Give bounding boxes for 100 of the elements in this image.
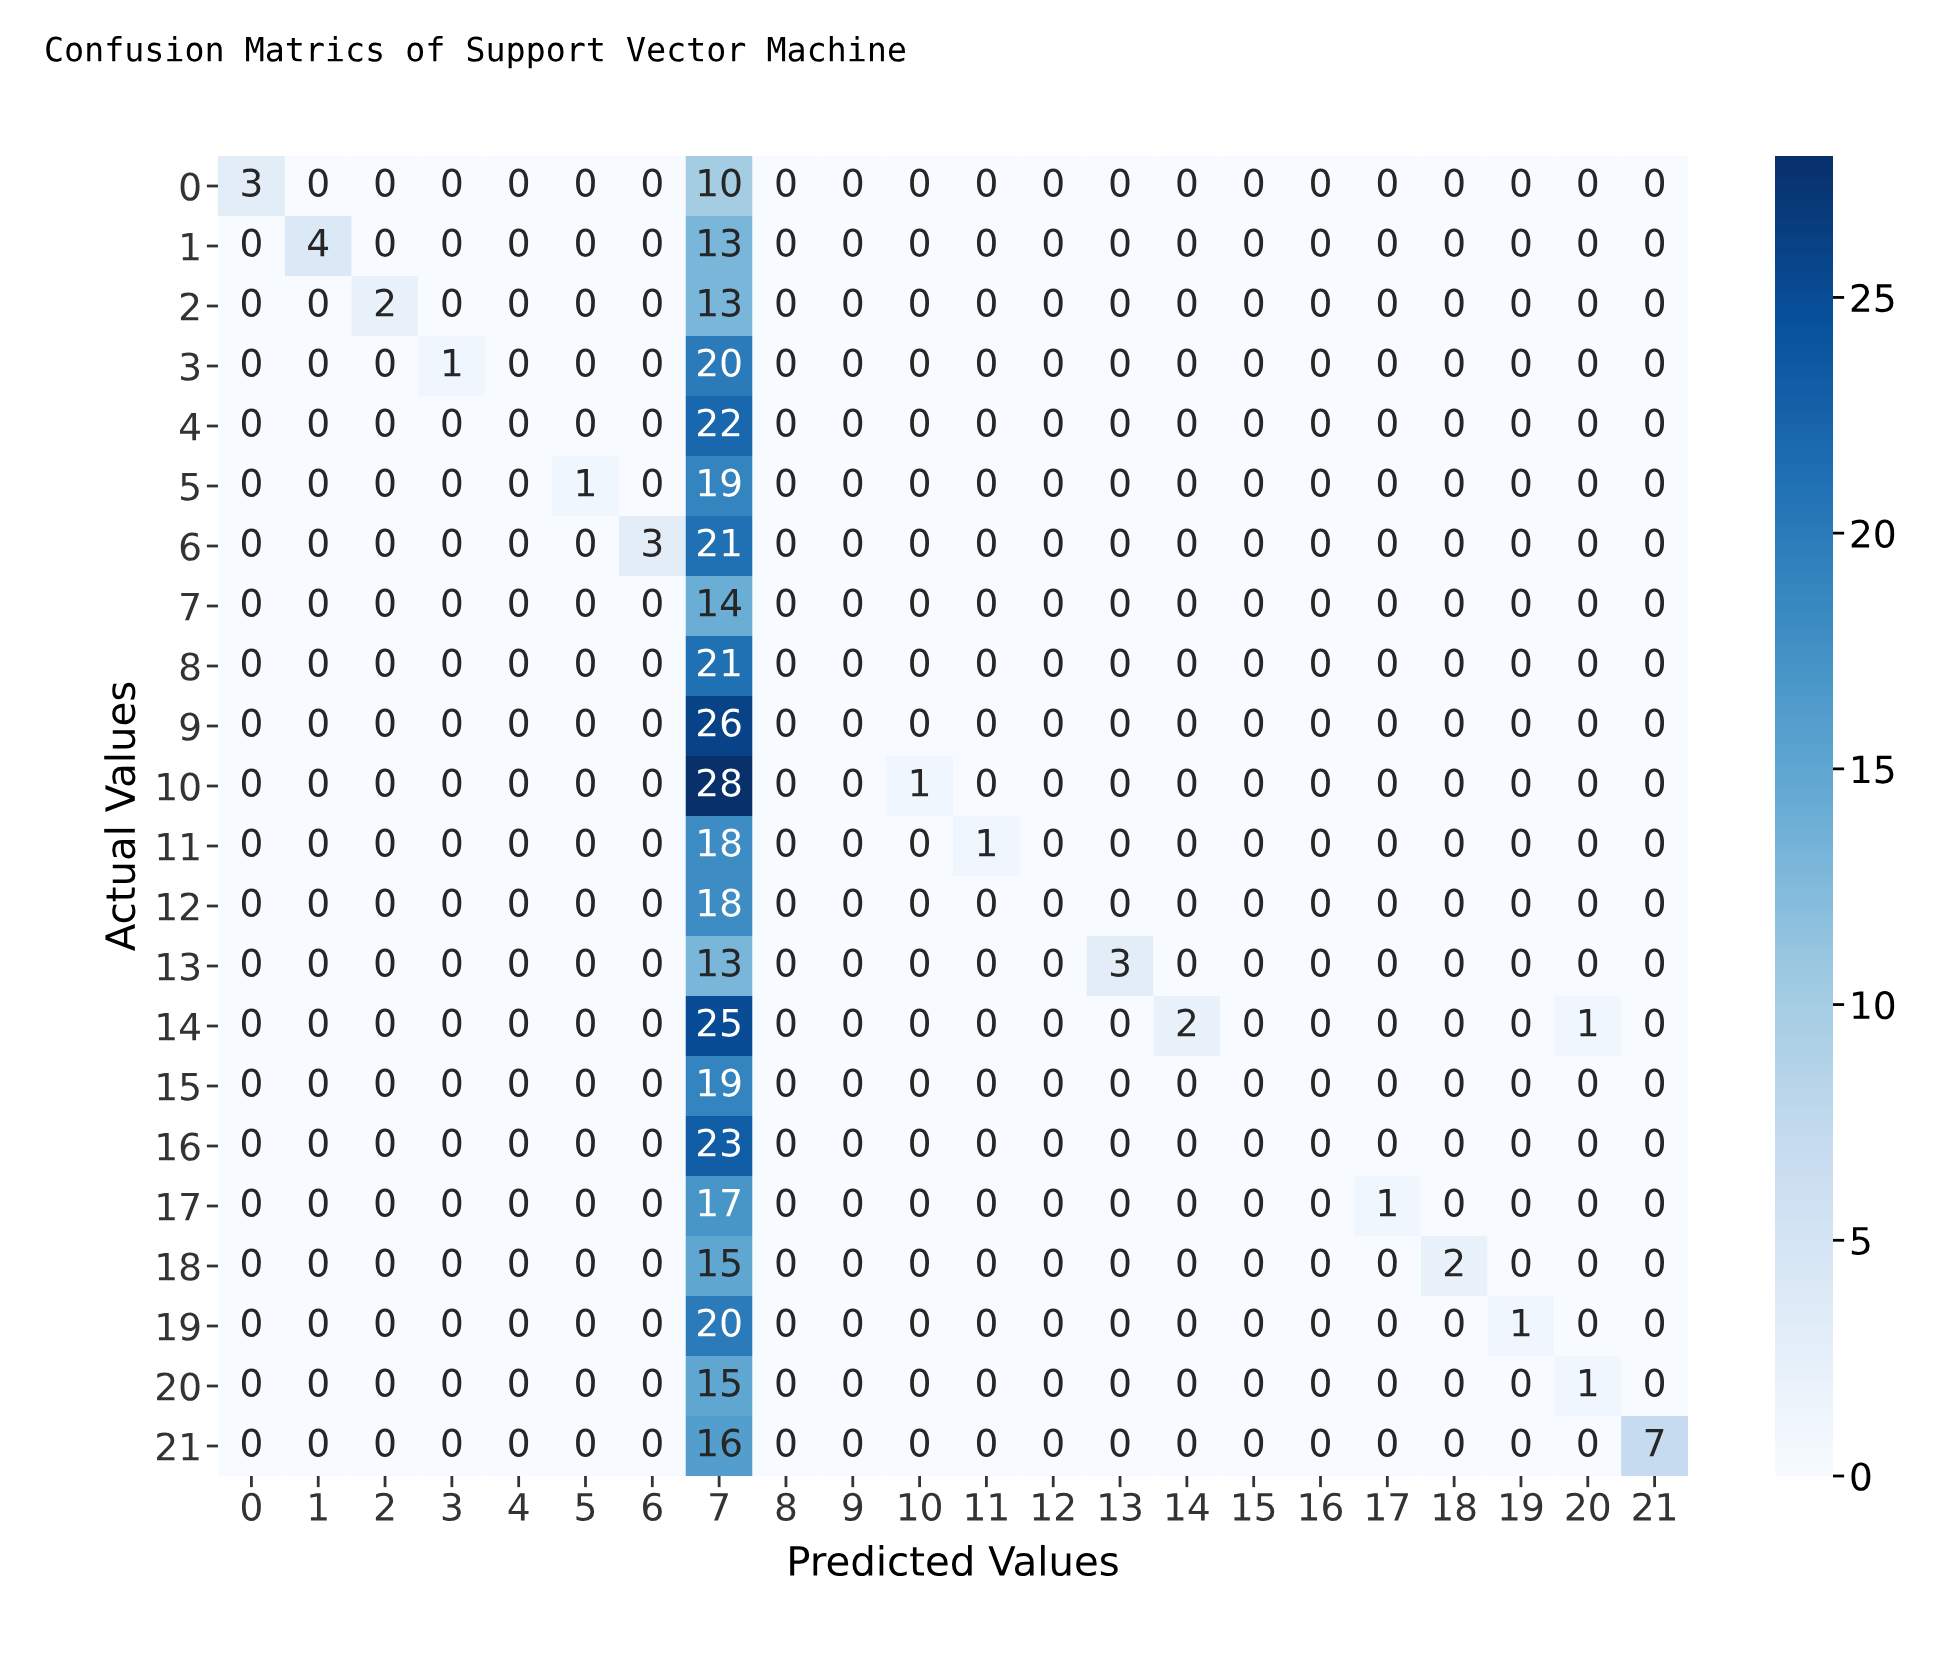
data-label: 0 [1511,708,1531,737]
data-label: 0 [308,528,328,557]
data-label: 0 [1511,828,1531,857]
data-label: 0 [910,1368,930,1397]
data-label: 0 [843,948,863,977]
y-tick-label: 8 [180,652,200,681]
data-label: 0 [1244,288,1264,317]
data-label: 0 [1511,888,1531,917]
data-label: 0 [576,228,595,257]
data-label: 0 [509,408,529,437]
y-tick-label: 6 [180,532,200,561]
data-label: 0 [976,588,996,617]
data-label: 0 [843,888,863,917]
data-label: 0 [1043,1068,1063,1097]
color-bar-label: 25 [1851,283,1894,313]
data-label: 0 [976,888,996,917]
data-label: 0 [442,1008,462,1037]
data-label: 0 [509,768,529,797]
data-label: 3 [1110,948,1129,977]
data-label: 0 [241,1428,261,1457]
data-label: 0 [776,1308,796,1337]
x-tick-label: 15 [1233,1493,1275,1521]
data-label: 0 [776,1368,796,1397]
data-label: 0 [1511,408,1531,437]
data-label: 0 [1578,828,1598,857]
data-label: 0 [1110,828,1130,857]
data-label: 0 [442,768,462,797]
data-label: 0 [576,948,595,977]
x-tick-label: 7 [710,1493,728,1521]
data-label: 0 [1043,348,1063,377]
data-label: 0 [576,708,595,737]
data-label: 0 [1177,408,1197,437]
data-label: 0 [241,768,261,797]
data-label: 0 [910,348,930,377]
data-label: 0 [442,1368,462,1397]
data-label: 0 [1578,648,1598,677]
data-label: 0 [576,528,595,557]
data-label: 0 [1311,948,1330,977]
data-label: 0 [1645,648,1665,677]
data-label: 0 [642,1248,662,1277]
y-tick-label: 16 [158,1132,200,1161]
data-label: 0 [442,228,462,257]
data-label: 0 [576,1188,595,1217]
y-tick-label: 13 [158,952,200,981]
data-label: 0 [1645,708,1665,737]
data-label: 0 [910,1128,930,1157]
data-label: 0 [1244,1428,1264,1457]
data-label: 0 [1645,1068,1665,1097]
data-label: 23 [698,1128,740,1157]
data-label: 0 [642,708,662,737]
data-label: 0 [308,348,328,377]
data-label: 0 [375,408,395,437]
data-label: 0 [843,528,863,557]
x-tick-label: 20 [1566,1492,1610,1521]
data-label: 0 [1444,1368,1464,1397]
data-label: 0 [375,1008,395,1037]
data-label: 0 [843,408,863,437]
data-label: 0 [1177,1248,1197,1277]
data-label: 0 [1377,168,1397,197]
data-label: 1 [911,769,929,797]
data-label: 0 [1511,1128,1531,1157]
data-label: 0 [843,228,863,257]
data-label: 0 [1377,1428,1397,1457]
data-label: 0 [241,1068,261,1097]
data-label: 0 [1177,768,1197,797]
data-label: 0 [308,1428,328,1457]
data-label: 0 [1511,768,1531,797]
data-label: 0 [509,1428,529,1457]
data-label: 0 [1043,948,1063,977]
data-label: 0 [776,648,796,677]
data-label: 0 [308,828,328,857]
data-label: 0 [1311,1308,1330,1337]
data-label: 0 [1444,828,1464,857]
data-label: 0 [1311,768,1330,797]
data-label: 0 [375,888,395,917]
data-label: 0 [375,1068,395,1097]
data-label: 0 [241,888,261,917]
data-label: 2 [375,288,394,317]
data-label: 0 [1511,648,1531,677]
color-bar-label: 5 [1851,1227,1870,1256]
data-label: 18 [699,828,741,857]
data-label: 0 [1444,468,1464,497]
x-tick-label: 16 [1300,1492,1342,1521]
data-label: 0 [642,1308,662,1337]
data-label: 0 [1511,168,1531,197]
y-tick-label: 10 [158,772,200,801]
y-tick-label: 4 [180,412,200,441]
data-label: 0 [308,768,328,797]
data-label: 0 [1511,948,1531,977]
data-label: 0 [375,1428,395,1457]
data-label: 0 [1110,228,1130,257]
data-label: 0 [776,1248,796,1277]
data-label: 0 [1043,528,1063,557]
data-label: 0 [1444,648,1464,677]
data-label: 0 [1377,888,1397,917]
data-label: 0 [976,1188,996,1217]
data-label: 16 [699,1428,741,1457]
data-label: 0 [776,408,796,437]
data-label: 0 [1043,1428,1063,1457]
data-label: 0 [442,468,462,497]
